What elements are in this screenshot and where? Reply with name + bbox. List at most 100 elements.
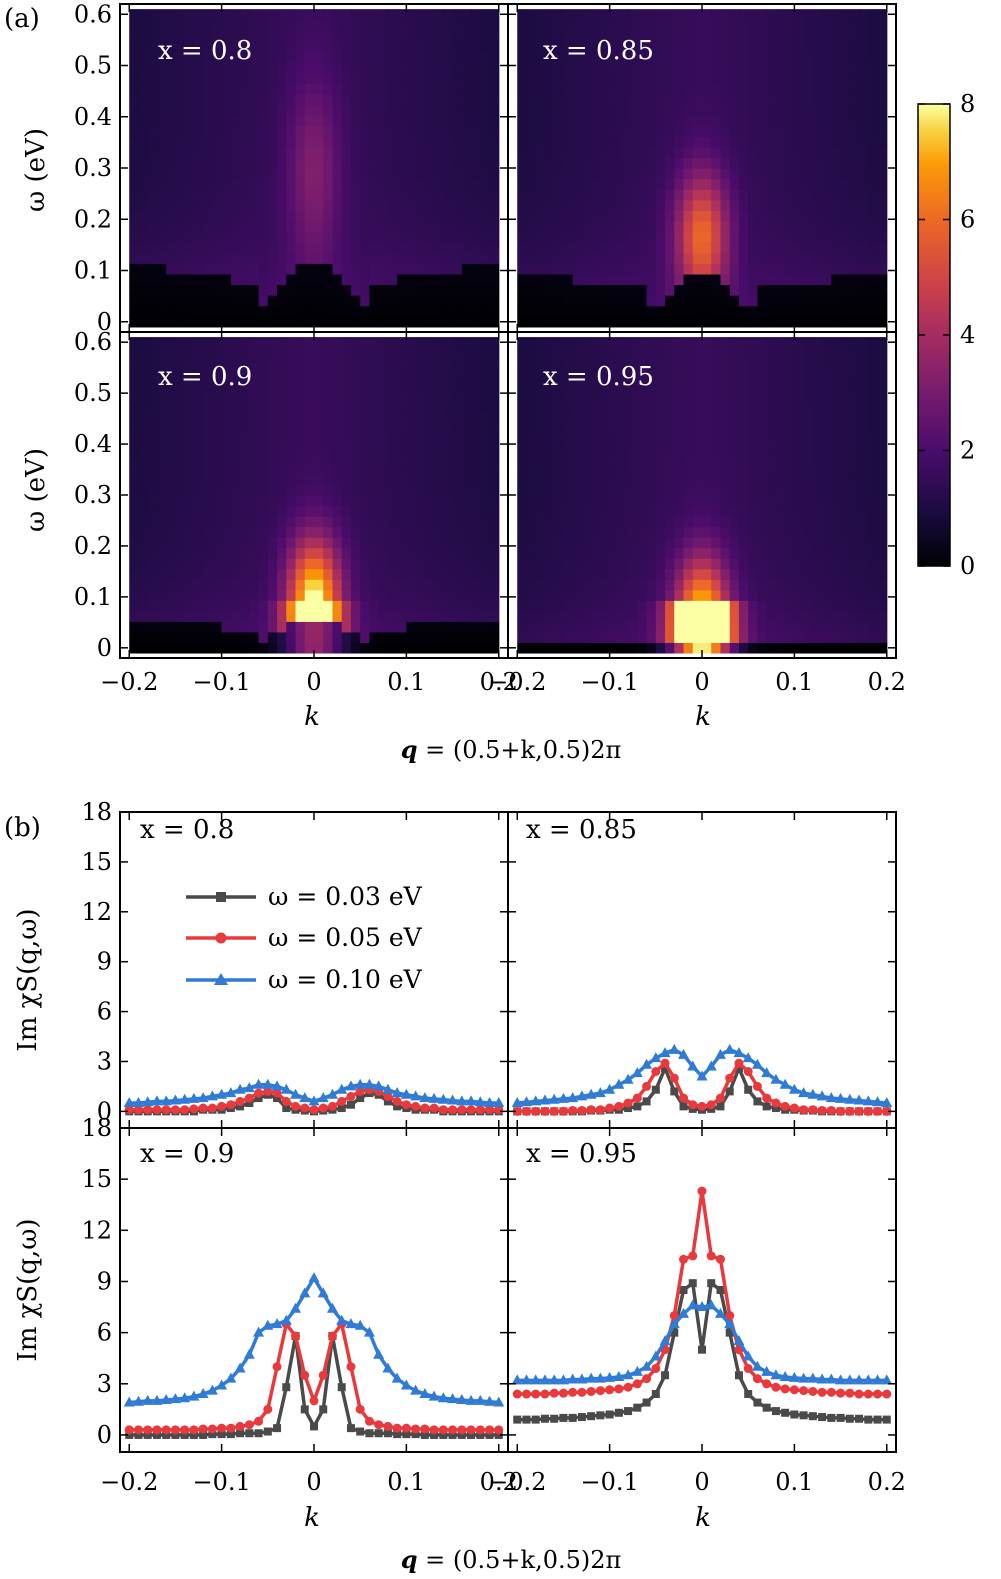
heatmap-cell <box>267 473 278 486</box>
heatmap-cell <box>655 463 666 475</box>
heatmap-cell <box>230 547 241 559</box>
heatmap-cell <box>628 231 638 243</box>
heatmap-cell <box>295 431 306 443</box>
heatmap-cell <box>711 589 722 601</box>
heatmap-cell <box>277 358 287 370</box>
heatmap-cell <box>544 115 555 127</box>
heatmap-cell <box>646 231 657 243</box>
heatmap-cell <box>720 442 731 454</box>
heatmap-cell <box>840 51 851 63</box>
heatmap-cell <box>665 547 675 559</box>
heatmap-cell <box>175 410 186 422</box>
heatmap-cell <box>831 178 842 190</box>
heatmap-cell <box>212 389 223 401</box>
heatmap-cell <box>461 157 472 169</box>
heatmap-cell <box>831 579 842 591</box>
heatmap-cell <box>286 83 297 95</box>
heatmap-cell <box>452 431 463 443</box>
heatmap-cell <box>711 537 722 549</box>
heatmap-cell <box>350 389 361 401</box>
heatmap-cell <box>544 30 555 42</box>
heatmap-cell <box>785 421 795 433</box>
heatmap-cell <box>184 40 195 53</box>
heatmap-cell <box>314 473 324 486</box>
heatmap-cell <box>785 558 795 570</box>
heatmap-cell <box>628 337 638 349</box>
heatmap-cell <box>849 51 860 63</box>
heatmap-cell <box>147 621 158 633</box>
heatmap-cell <box>572 104 583 116</box>
heatmap-cell <box>240 284 250 296</box>
heatmap-cell <box>868 210 879 222</box>
heatmap-cell <box>129 389 140 401</box>
heatmap-cell <box>655 610 666 622</box>
heatmap-cell <box>452 115 463 127</box>
heatmap-cell <box>221 421 232 433</box>
heatmap-cell <box>295 621 306 633</box>
heatmap-cell <box>286 136 297 148</box>
heatmap-cell <box>397 463 407 475</box>
heatmap-cell <box>738 495 749 507</box>
heatmap-cell <box>452 9 463 21</box>
heatmap-cell <box>314 199 324 211</box>
heatmap-cell <box>637 40 648 53</box>
heatmap-cell <box>526 93 537 106</box>
heatmap-cell <box>175 610 186 622</box>
heatmap-cell <box>397 505 407 517</box>
heatmap-cell <box>849 178 860 190</box>
heatmap-cell <box>609 263 620 275</box>
heatmap-cell <box>655 231 666 243</box>
heatmap-cell <box>849 263 860 275</box>
heatmap-cell <box>711 410 722 422</box>
heatmap-cell <box>480 547 491 559</box>
heatmap-cell <box>628 526 638 538</box>
heatmap-cell <box>544 568 555 580</box>
heatmap-cell <box>461 347 472 359</box>
heatmap-cell <box>258 295 269 307</box>
heatmap-cell <box>628 83 638 95</box>
heatmap-cell <box>267 389 278 401</box>
heatmap-cell <box>812 252 823 264</box>
heatmap-cell <box>812 93 823 106</box>
heatmap-cell <box>877 358 888 370</box>
heatmap-cell <box>341 83 352 95</box>
heatmap-cell <box>535 252 546 264</box>
heatmap-cell <box>517 295 528 307</box>
heatmap-cell <box>332 337 343 349</box>
heatmap-cell <box>341 442 352 454</box>
heatmap-cell <box>175 125 186 137</box>
heatmap-cell <box>443 316 454 328</box>
heatmap-cell <box>369 431 380 443</box>
heatmap-cell <box>674 115 685 127</box>
heatmap-cell <box>785 30 795 42</box>
heatmap-cell <box>646 505 657 517</box>
heatmap-cell <box>544 410 555 422</box>
heatmap-cell <box>341 410 352 422</box>
heatmap-cell <box>591 284 601 296</box>
heatmap-cell <box>314 463 324 475</box>
heatmap-cell <box>314 252 324 264</box>
heatmap-cell <box>129 93 140 106</box>
heatmap-cell <box>166 30 177 42</box>
heatmap-cell <box>849 168 860 180</box>
heatmap-cell <box>424 537 435 549</box>
heatmap-cell <box>258 410 269 422</box>
heatmap-cell <box>517 347 528 359</box>
heatmap-cell <box>674 473 685 486</box>
heatmap-cell <box>544 9 555 21</box>
heatmap-cell <box>489 40 500 53</box>
heatmap-cell <box>166 579 177 591</box>
heatmap-cell <box>600 568 611 580</box>
heatmap-cell <box>683 526 694 538</box>
heatmap-cell <box>831 547 842 559</box>
heatmap-cell <box>535 136 546 148</box>
heatmap-cell <box>609 316 620 328</box>
heatmap-cell <box>175 104 186 116</box>
heatmap-cell <box>831 30 842 42</box>
heatmap-cell <box>397 136 407 148</box>
heatmap-cell <box>692 610 703 622</box>
heatmap-cell <box>138 189 149 201</box>
heatmap-cell <box>692 263 703 275</box>
heatmap-cell <box>628 19 638 31</box>
heatmap-cell <box>166 263 177 275</box>
